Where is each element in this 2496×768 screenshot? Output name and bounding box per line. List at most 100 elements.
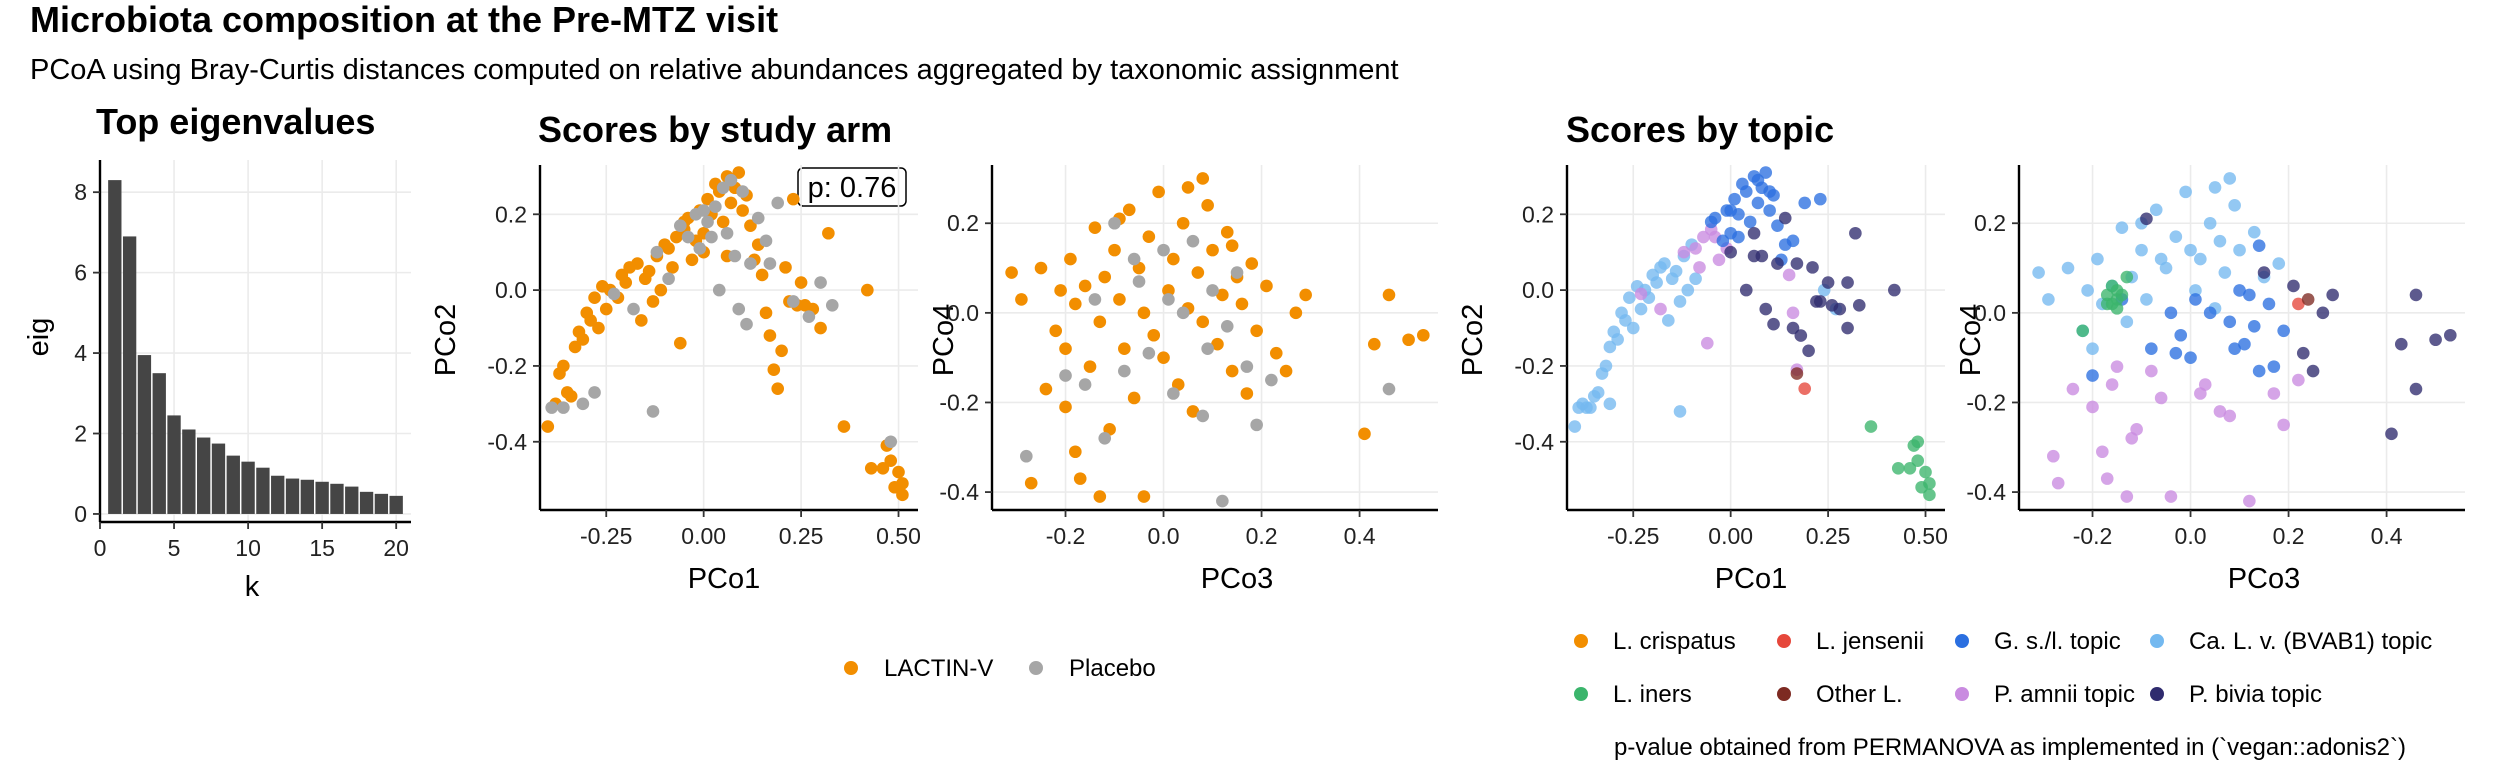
scatter4-xtick-label: 0.4 [2371,523,2403,549]
point-placebo [646,405,660,418]
point-ca-l-v-bvab1-topic [2140,293,2153,306]
point-placebo [705,230,718,244]
topic-legend: L. crispatus L. jensenii G. s./l. topic … [1574,628,2432,708]
point-lactin-v [1240,387,1254,400]
point-p-amnii-topic [2096,445,2109,459]
point-g-s-l-topic [1708,211,1722,225]
point-g-s-l-topic [1732,230,1745,244]
point-p-bivia-topic [1813,295,1827,308]
pvalue-annotation: p: 0.76 [797,167,907,207]
point-lactin-v [861,283,874,297]
point-placebo [1201,342,1214,356]
eigen-xtick-label: 5 [168,535,181,561]
point-lactin-v [759,306,773,320]
point-lactin-v [1201,199,1214,212]
point-lactin-v [1181,181,1195,194]
point-g-s-l-topic [1798,196,1812,210]
point-ca-l-v-bvab1-topic [1669,264,1683,278]
point-ca-l-v-bvab1-topic [2091,252,2104,266]
point-lactin-v [888,480,901,494]
point-lactin-v [1206,243,1219,257]
topic-panel-title: Scores by topic [1566,109,1834,150]
point-p-amnii-topic [1786,306,1800,320]
point-lactin-v [896,488,909,502]
point-p-bivia-topic [1747,226,1761,240]
point-p-amnii-topic [1712,253,1726,267]
legend-label-g-sl-topic: G. s./l. topic [1994,628,2121,655]
topic-pc34-scatter: -0.2 0.0 0.2 0.4 -0.4 -0.2 0.0 0.2 [1966,165,2465,549]
point-ca-l-v-bvab1-topic [1681,283,1695,297]
point-placebo [740,317,753,331]
point-placebo [1176,306,1190,320]
point-placebo [1127,252,1141,266]
eigen-ytick-label: 0 [74,501,87,527]
eigenvalue-bar [300,479,314,514]
legend-swatch-l-jensenii [1777,634,1791,648]
point-ca-l-v-bvab1-topic [1603,397,1617,411]
legend-label-l-jensenii: L. jensenii [1816,628,1924,655]
point-ca-l-v-bvab1-topic [2135,243,2148,257]
point-p-amnii-topic [2130,423,2143,436]
point-ca-l-v-bvab1-topic [1662,314,1675,327]
point-g-s-l-topic [2164,306,2178,320]
point-lactin-v [1269,346,1283,360]
legend-swatch-l-crispatus [1574,634,1588,648]
scatter2-xtick-label: -0.2 [1046,523,1086,549]
point-lactin-v [1118,342,1131,356]
eigenvalue-bar [271,475,285,514]
point-placebo [1186,234,1200,248]
point-ca-l-v-bvab1-topic [1584,401,1597,414]
point-l-iners [2076,324,2090,338]
point-p-bivia-topic [1767,317,1780,331]
point-p-amnii-topic [2267,387,2281,400]
point-g-s-l-topic [2189,293,2202,306]
point-lactin-v [763,329,777,342]
point-p-amnii-topic [2051,476,2065,490]
point-ca-l-v-bvab1-topic [2061,261,2075,275]
point-p-bivia-topic [2443,328,2457,342]
legend-label-l-iners: L. iners [1613,681,1692,708]
point-p-amnii-topic [1693,261,1706,274]
point-placebo [732,302,746,316]
point-lactin-v [1186,405,1200,418]
arm-pc12-scatter: -0.25 0.00 0.25 0.50 -0.4 -0.2 0.0 0.2 [487,165,921,549]
eigenvalue-bar [226,455,240,514]
scatter1-xtick-label: 0.25 [779,523,824,549]
point-l-iners [1911,435,1925,449]
point-placebo [1240,360,1254,373]
point-lactin-v [1054,284,1067,297]
eigen-ytick-label: 2 [74,421,87,447]
scatter1-xtick-label: -0.25 [580,523,632,549]
point-lactin-v [557,359,570,373]
point-l-iners [1903,461,1917,475]
footnote: p-value obtained from PERMANOVA as imple… [1614,734,2406,761]
point-p-amnii-topic [2086,400,2099,414]
scatter2-ytick-label: -0.4 [939,479,979,505]
point-p-amnii-topic [2105,378,2119,391]
point-placebo [1230,266,1244,279]
scatter3-xtick-label: -0.25 [1607,523,1659,549]
point-placebo [1118,364,1131,378]
point-lactin-v [1098,270,1112,284]
point-lactin-v [724,196,738,210]
point-lactin-v [884,454,898,468]
point-lactin-v [1225,364,1239,378]
point-placebo [1382,382,1396,396]
scatter2-xtick-label: 0.2 [1246,523,1278,549]
point-placebo [650,245,664,259]
point-ca-l-v-bvab1-topic [1689,272,1702,286]
point-placebo [724,173,738,187]
eigen-xtick-label: 0 [94,535,107,561]
topic-pc12-xlabel: PCo1 [1715,563,1788,595]
point-ca-l-v-bvab1-topic [2189,284,2202,297]
point-l-iners [2110,302,2124,315]
point-lactin-v [1191,266,1205,279]
point-placebo [786,295,800,308]
point-lactin-v [1245,257,1259,270]
scatter2-ytick-label: -0.2 [939,389,979,415]
point-p-amnii-topic [2047,449,2060,463]
point-p-amnii-topic [1782,268,1796,282]
point-lactin-v [1162,284,1175,297]
point-placebo [802,310,816,323]
point-lactin-v [814,321,827,335]
